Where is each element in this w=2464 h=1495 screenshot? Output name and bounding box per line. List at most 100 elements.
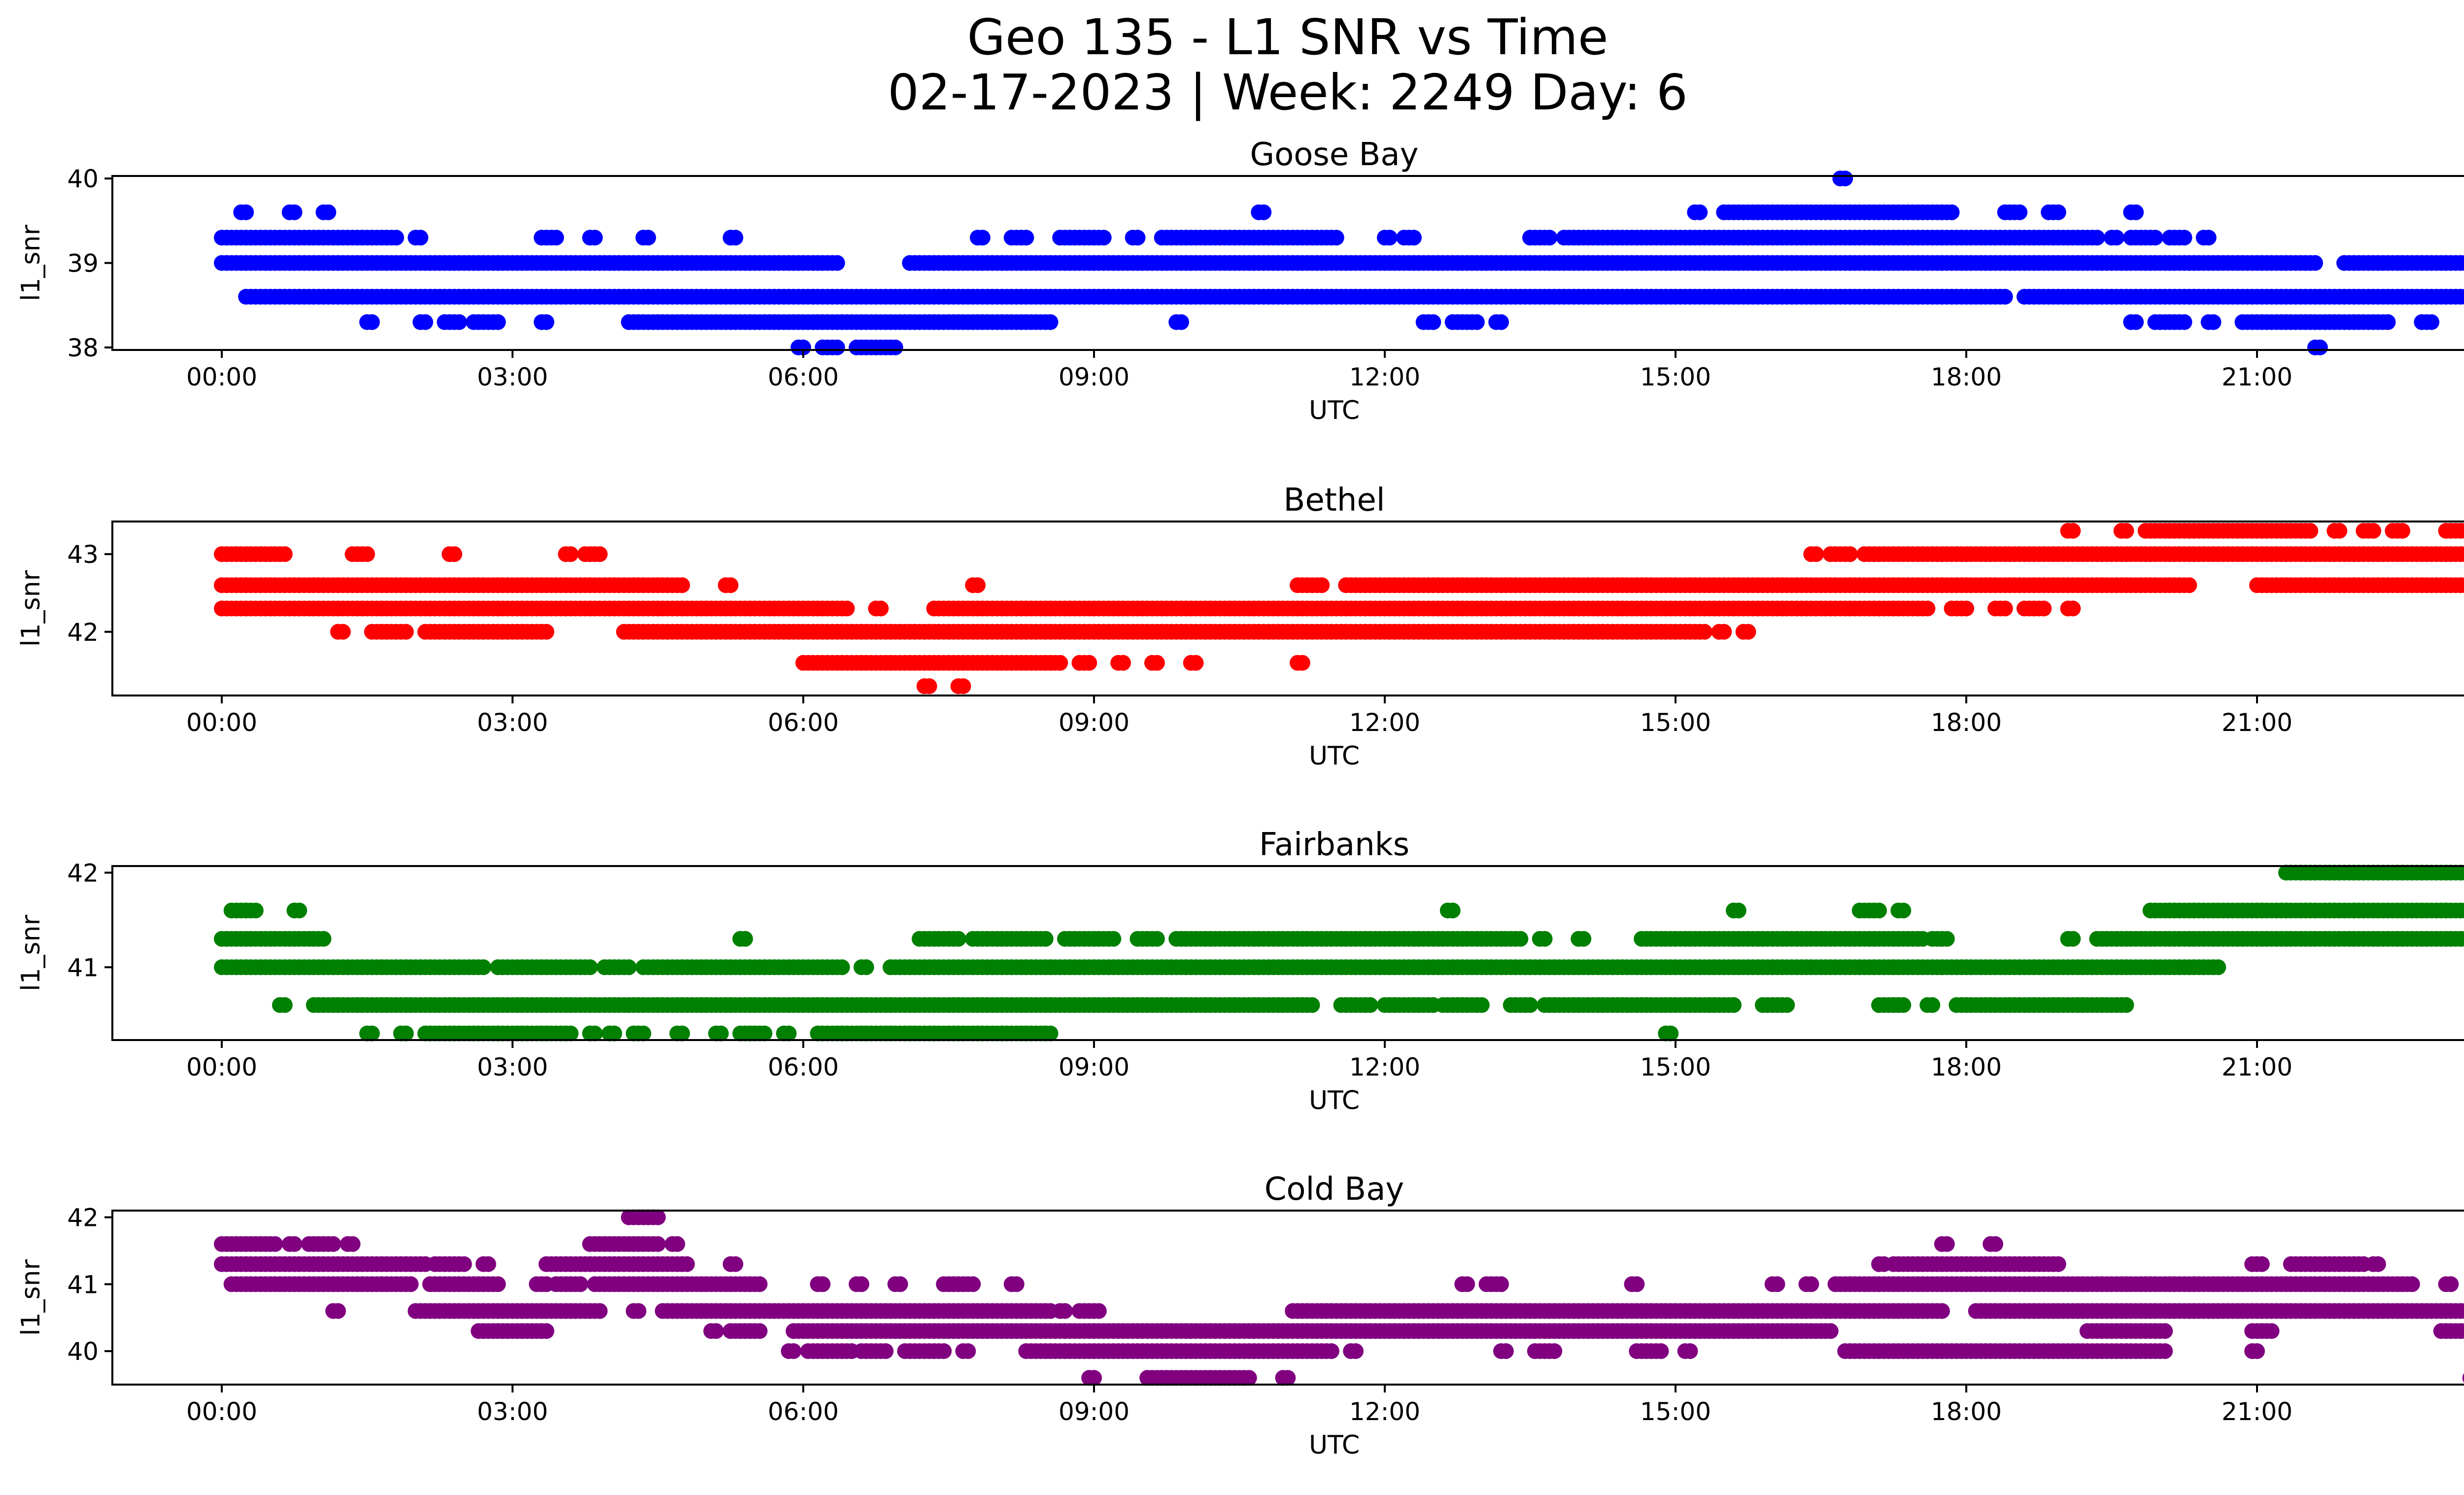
axes-frame <box>111 865 2464 1041</box>
data-point <box>2128 204 2144 220</box>
data-point <box>1730 903 1746 919</box>
data-point <box>1629 1276 1645 1292</box>
data-point <box>1803 1276 1819 1292</box>
x-tick-label: 00:00 <box>186 708 257 737</box>
data-point <box>795 339 811 355</box>
data-point <box>238 204 254 220</box>
data-point <box>2200 230 2217 246</box>
data-point <box>2457 931 2464 947</box>
data-point <box>1091 1303 1107 1319</box>
data-point <box>756 1025 773 1042</box>
data-point <box>2307 255 2323 271</box>
data-point <box>538 1323 554 1339</box>
x-axis-label: UTC <box>1309 396 1360 425</box>
figure-title: Geo 135 - L1 SNR vs Time 02-17-2023 | We… <box>0 10 2464 120</box>
x-axis-label: UTC <box>1309 741 1360 771</box>
figure-title-line2: 02-17-2023 | Week: 2249 Day: 6 <box>888 64 1688 121</box>
y-tick-label: 39 <box>67 249 99 278</box>
axes-frame <box>111 521 2464 696</box>
y-tick-label: 41 <box>67 953 99 982</box>
data-point <box>1008 1276 1025 1292</box>
data-point <box>2424 314 2439 330</box>
x-tick-label: 00:00 <box>186 1053 257 1081</box>
data-point <box>446 546 462 562</box>
subplot-title: Goose Bay <box>1250 137 1419 173</box>
y-tick-label: 43 <box>67 540 99 569</box>
data-point <box>1081 655 1097 671</box>
data-point <box>722 577 739 593</box>
data-point <box>1871 903 1887 919</box>
data-point <box>2443 1276 2459 1292</box>
subplot-title: Fairbanks <box>1259 827 1409 863</box>
data-point <box>563 546 579 562</box>
data-points <box>214 865 2464 1042</box>
data-point <box>2395 522 2410 539</box>
data-point <box>2205 314 2222 330</box>
data-point <box>2210 959 2226 975</box>
subplot-title: Cold Bay <box>1265 1171 1404 1208</box>
data-point <box>1473 997 1490 1013</box>
data-point <box>538 314 554 330</box>
data-point <box>592 546 608 562</box>
x-axis-label: UTC <box>1309 1086 1360 1115</box>
data-point <box>2089 230 2105 246</box>
data-point <box>1052 655 1068 671</box>
data-point <box>829 255 845 271</box>
data-point <box>1997 289 2013 305</box>
data-point <box>344 1236 361 1252</box>
data-point <box>247 903 264 919</box>
data-point <box>708 1323 724 1339</box>
x-tick-label: 03:00 <box>477 1053 548 1081</box>
data-point <box>1697 624 1712 640</box>
data-point <box>1895 903 1912 919</box>
data-point <box>2176 230 2192 246</box>
y-tick-label: 42 <box>67 859 99 887</box>
data-point <box>1362 997 1378 1013</box>
x-tick-label: 06:00 <box>768 1053 839 1081</box>
data-point <box>2462 868 2464 878</box>
data-point <box>2118 522 2134 539</box>
data-point <box>858 959 874 975</box>
data-point <box>398 1025 414 1042</box>
data-point <box>582 959 598 975</box>
data-point <box>2457 289 2464 305</box>
subplot-title: Bethel <box>1283 482 1385 519</box>
data-point <box>1294 655 1310 671</box>
data-point <box>1541 230 1558 246</box>
data-point <box>727 1256 744 1272</box>
x-tick-label: 12:00 <box>1349 708 1420 737</box>
data-point <box>563 1025 579 1042</box>
data-point <box>950 931 966 947</box>
data-point <box>2302 522 2319 539</box>
data-point <box>737 931 753 947</box>
data-point <box>1779 997 1795 1013</box>
x-tick-label: 06:00 <box>768 708 839 737</box>
data-point <box>752 1323 768 1339</box>
y-tick-label: 38 <box>67 334 99 362</box>
data-point <box>2380 314 2396 330</box>
data-point <box>1726 997 1742 1013</box>
data-point <box>2457 865 2464 881</box>
data-point <box>1256 204 1272 220</box>
data-point <box>1934 1303 1950 1319</box>
data-point <box>781 1025 797 1042</box>
data-point <box>592 1303 608 1319</box>
x-tick-label: 21:00 <box>2222 1053 2293 1081</box>
data-point <box>330 1303 346 1319</box>
data-point <box>2181 577 2197 593</box>
data-point <box>315 931 332 947</box>
data-point <box>1895 997 1912 1013</box>
x-tick-label: 21:00 <box>2222 708 2293 737</box>
data-point <box>325 1236 342 1252</box>
data-point <box>291 903 308 919</box>
data-point <box>2370 1256 2386 1272</box>
data-point <box>674 1025 690 1042</box>
data-point <box>1057 1303 1073 1319</box>
data-point <box>854 1276 869 1292</box>
data-point <box>490 1276 506 1292</box>
data-point <box>2312 339 2328 355</box>
data-point <box>921 678 937 695</box>
data-point <box>388 230 404 246</box>
